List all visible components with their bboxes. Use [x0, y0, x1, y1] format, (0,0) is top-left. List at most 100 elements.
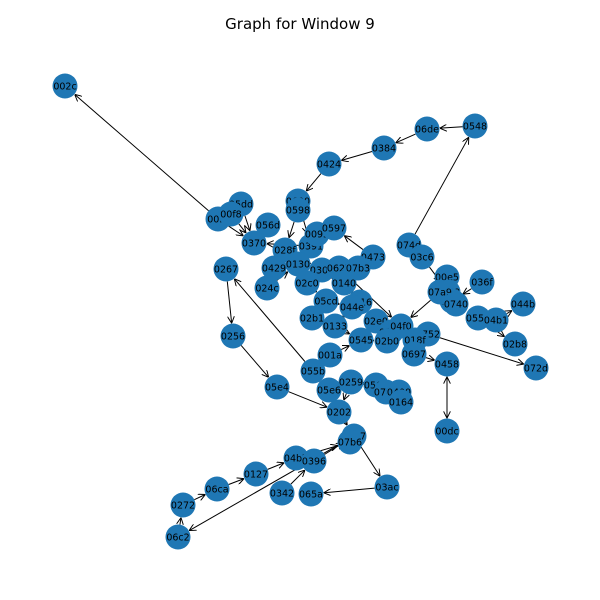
node-036f: 036f	[469, 269, 495, 295]
node-label: 07b6	[338, 437, 362, 448]
node-circle	[483, 307, 509, 333]
edge-05dd-to-0370	[245, 215, 250, 230]
node-label: 0550	[466, 313, 490, 324]
node-0133: 0133	[322, 313, 348, 339]
node-0740: 0740	[443, 291, 469, 317]
node-label: 05e4	[265, 382, 289, 393]
node-circle	[401, 341, 427, 367]
node-056d: 056d	[255, 212, 281, 238]
node-label: 07b3	[346, 263, 370, 274]
node-03c6: 03c6	[409, 244, 435, 270]
edge-00f8-to-0370	[238, 223, 246, 233]
node-circle	[241, 230, 267, 256]
node-02b8: 02b8	[502, 331, 528, 357]
node-0127: 0127	[243, 461, 269, 487]
node-circle	[348, 327, 374, 353]
node-label: 0548	[463, 121, 487, 132]
node-055b: 055b	[300, 358, 326, 384]
node-label: 04f0	[390, 321, 411, 332]
node-circle	[388, 389, 414, 415]
node-label: 028f	[274, 245, 296, 256]
edge-07a9-to-04f0	[411, 299, 431, 317]
node-label: 044b	[511, 299, 535, 310]
node-0272: 0272	[170, 492, 196, 518]
node-0202: 0202	[326, 399, 352, 425]
node-label: 00f8	[220, 209, 241, 220]
node-label: 0597	[322, 223, 346, 234]
node-label: 074d	[397, 240, 421, 251]
node-circle	[414, 116, 440, 142]
node-circle	[165, 524, 191, 550]
node-circle	[170, 492, 196, 518]
node-label: 056d	[256, 220, 280, 231]
node-label: 02e0	[364, 316, 388, 327]
node-label: 02b0	[375, 336, 399, 347]
edge-00f4-to-002c	[75, 95, 209, 212]
node-label: 0424	[317, 159, 341, 170]
node-label: 065a	[299, 489, 323, 500]
node-024c: 024c	[254, 275, 280, 301]
node-circle	[510, 291, 536, 317]
edge-0473-to-0597	[345, 236, 364, 250]
node-label: 0095	[305, 229, 329, 240]
node-circle	[255, 212, 281, 238]
node-label: 0396	[302, 456, 326, 467]
node-0140: 0140	[331, 270, 357, 296]
edge-06c2-to-0272	[180, 518, 181, 524]
node-circle	[243, 461, 269, 487]
node-0429: 0429	[261, 255, 287, 281]
node-label: 0342	[270, 488, 294, 499]
node-circle	[409, 244, 435, 270]
node-circle	[316, 151, 342, 177]
node-0598: 0598	[285, 197, 311, 223]
node-label: 03ac	[375, 482, 398, 493]
edge-00f4-to-0370	[228, 225, 242, 236]
node-06c2: 06c2	[165, 524, 191, 550]
node-label: 0473	[361, 252, 385, 263]
node-label: 02b1	[300, 313, 324, 324]
node-circle	[434, 418, 460, 444]
node-circle	[337, 429, 363, 455]
node-0259: 0259	[338, 369, 364, 395]
node-label: 0259	[339, 377, 363, 388]
node-label: 0740	[444, 299, 468, 310]
node-label: 00f4	[207, 214, 228, 225]
node-label: 06de	[415, 124, 439, 135]
node-circle	[374, 328, 400, 354]
edge-0598-to-028f	[289, 221, 295, 237]
node-label: 03c6	[410, 252, 433, 263]
node-072d: 072d	[523, 355, 549, 381]
node-065a: 065a	[298, 481, 324, 507]
graph-title: Graph for Window 9	[225, 15, 375, 33]
node-02b1: 02b1	[299, 305, 325, 331]
node-layer: 002c054806de038404240600059805dd00f400f8…	[52, 73, 549, 550]
edge-03ac-to-065a	[324, 487, 375, 493]
node-0130: 0130	[285, 251, 311, 277]
node-label: 0133	[323, 321, 347, 332]
edge-06de-to-0384	[396, 133, 416, 142]
edge-001a-to-0545	[341, 346, 349, 350]
node-circle	[523, 355, 549, 381]
node-label: 0370	[242, 238, 266, 249]
node-circle	[434, 351, 460, 377]
edge-0202-to-0317	[346, 423, 347, 425]
node-circle	[294, 270, 320, 296]
node-label: 0384	[372, 143, 396, 154]
node-label: 0545	[349, 335, 373, 346]
edge-0752-to-072d	[439, 337, 523, 364]
node-circle	[213, 256, 239, 282]
node-circle	[261, 255, 287, 281]
edge-074d-to-0548	[414, 138, 468, 235]
node-05e4: 05e4	[264, 374, 290, 400]
node-circle	[321, 215, 347, 241]
node-circle	[301, 448, 327, 474]
node-label: 0202	[327, 407, 351, 418]
edge-036f-to-0749	[463, 289, 472, 294]
node-07b6: 07b6	[337, 429, 363, 455]
node-circle	[502, 331, 528, 357]
edge-0424-to-0600	[307, 173, 322, 191]
node-label: 0130	[286, 259, 310, 270]
node-circle	[316, 377, 342, 403]
node-0424: 0424	[316, 151, 342, 177]
